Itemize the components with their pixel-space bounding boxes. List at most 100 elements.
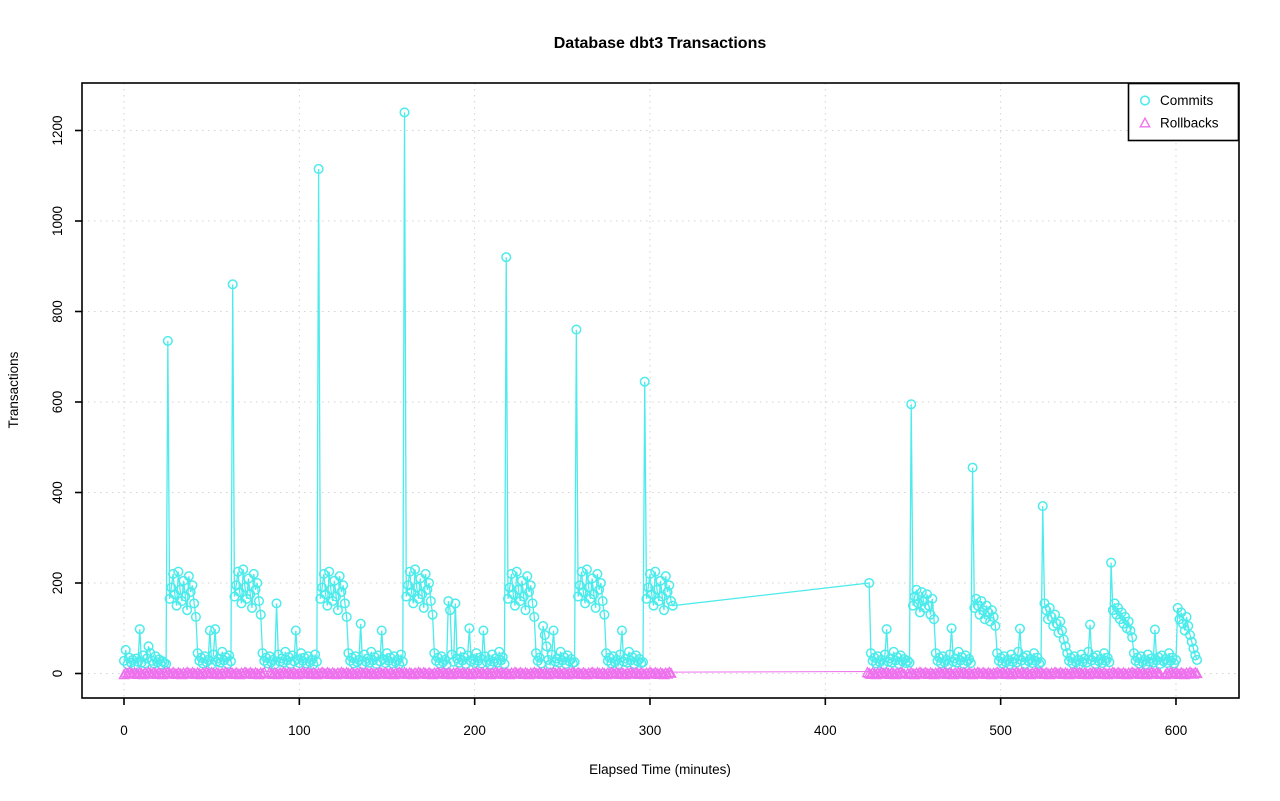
commit-point — [1044, 602, 1055, 613]
commit-point — [336, 587, 347, 598]
x-tick-label: 600 — [1165, 723, 1188, 738]
commit-point — [520, 605, 531, 616]
commit-point — [581, 564, 592, 575]
rollback-point — [665, 667, 677, 678]
commit-point — [443, 596, 454, 607]
commit-point — [1083, 646, 1094, 657]
commit-point — [1184, 629, 1196, 641]
commit-point — [1060, 641, 1071, 652]
commit-point — [399, 107, 410, 118]
commit-point — [594, 584, 605, 595]
commit-point — [427, 609, 438, 620]
commit-point — [928, 614, 940, 625]
commit-point — [246, 602, 258, 613]
chart-title: Database dbt3 Transactions — [554, 35, 767, 52]
commit-point — [248, 568, 259, 580]
commit-point — [271, 598, 282, 609]
commit-point — [339, 598, 350, 609]
x-tick-label: 300 — [639, 723, 662, 738]
commit-point — [900, 658, 912, 669]
commit-point — [190, 611, 201, 622]
y-tick-label: 800 — [50, 300, 65, 323]
rollback-point — [254, 666, 267, 678]
commit-point — [445, 605, 456, 616]
commit-point — [376, 625, 387, 636]
commit-point — [411, 582, 422, 593]
y-tick-label: 400 — [50, 481, 65, 504]
commit-point — [1106, 557, 1117, 568]
commit-point — [168, 568, 179, 580]
commit-point — [162, 335, 173, 346]
commit-point — [341, 611, 352, 622]
commit-point — [1014, 623, 1025, 634]
commit-point — [595, 577, 606, 589]
commit-point — [965, 658, 976, 669]
rollback-point — [1191, 667, 1203, 679]
commit-point — [134, 624, 145, 635]
commit-point — [1055, 616, 1066, 627]
commit-point — [252, 577, 263, 589]
x-tick-label: 100 — [288, 723, 311, 738]
commit-point — [599, 609, 610, 620]
commit-point — [1181, 611, 1192, 622]
y-axis-label: Transactions — [6, 351, 21, 428]
commit-point — [334, 571, 345, 582]
commit-point — [537, 620, 549, 632]
commit-point — [1127, 632, 1138, 643]
y-tick-label: 0 — [50, 670, 65, 678]
x-tick-label: 500 — [989, 723, 1012, 738]
x-tick-label: 400 — [814, 723, 837, 738]
commit-point — [324, 566, 335, 577]
commit-point — [667, 600, 678, 611]
commit-point — [187, 580, 198, 591]
commit-point — [651, 584, 663, 595]
commit-point — [143, 641, 154, 652]
commit-point — [541, 641, 552, 652]
commit-point — [182, 605, 193, 616]
legend-box — [1127, 82, 1240, 142]
commit-point — [904, 657, 915, 668]
y-tick-label: 200 — [50, 572, 65, 595]
commit-point — [1085, 619, 1096, 630]
rollback-point — [661, 667, 674, 679]
commit-point — [1102, 652, 1113, 663]
commit-point — [397, 656, 408, 667]
legend-label-rollbacks: Rollbacks — [1160, 116, 1219, 131]
commit-point — [988, 611, 999, 622]
commit-point — [185, 587, 196, 598]
commit-point — [290, 625, 301, 636]
commit-point — [1056, 625, 1068, 636]
commit-point — [644, 568, 656, 580]
commit-point — [478, 625, 489, 636]
rollback-point — [256, 667, 269, 679]
commit-point — [907, 600, 919, 611]
x-tick-label: 0 — [120, 723, 128, 738]
legend-commits-circle-icon — [1139, 95, 1151, 106]
commit-point — [1123, 616, 1134, 627]
commit-point — [529, 611, 540, 622]
x-axis-label: Elapsed Time (minutes) — [589, 762, 731, 777]
commit-point — [450, 598, 461, 609]
commit-point — [662, 587, 673, 598]
commit-point — [464, 623, 475, 634]
commit-point — [325, 584, 336, 595]
commit-point — [637, 657, 649, 668]
commit-point — [224, 650, 235, 661]
commit-point — [250, 584, 261, 595]
commit-point — [527, 598, 538, 609]
commit-point — [1186, 636, 1197, 647]
commit-point — [318, 568, 329, 580]
commit-point — [911, 584, 922, 595]
commit-point — [173, 566, 184, 577]
commit-point — [1170, 654, 1182, 665]
commit-point — [525, 580, 536, 591]
commit-point — [204, 625, 215, 636]
commit-point — [175, 584, 186, 595]
commit-point — [946, 623, 957, 634]
commit-point — [665, 596, 677, 607]
commit-point — [660, 571, 671, 582]
commit-point — [522, 571, 533, 582]
commit-point — [971, 593, 982, 604]
